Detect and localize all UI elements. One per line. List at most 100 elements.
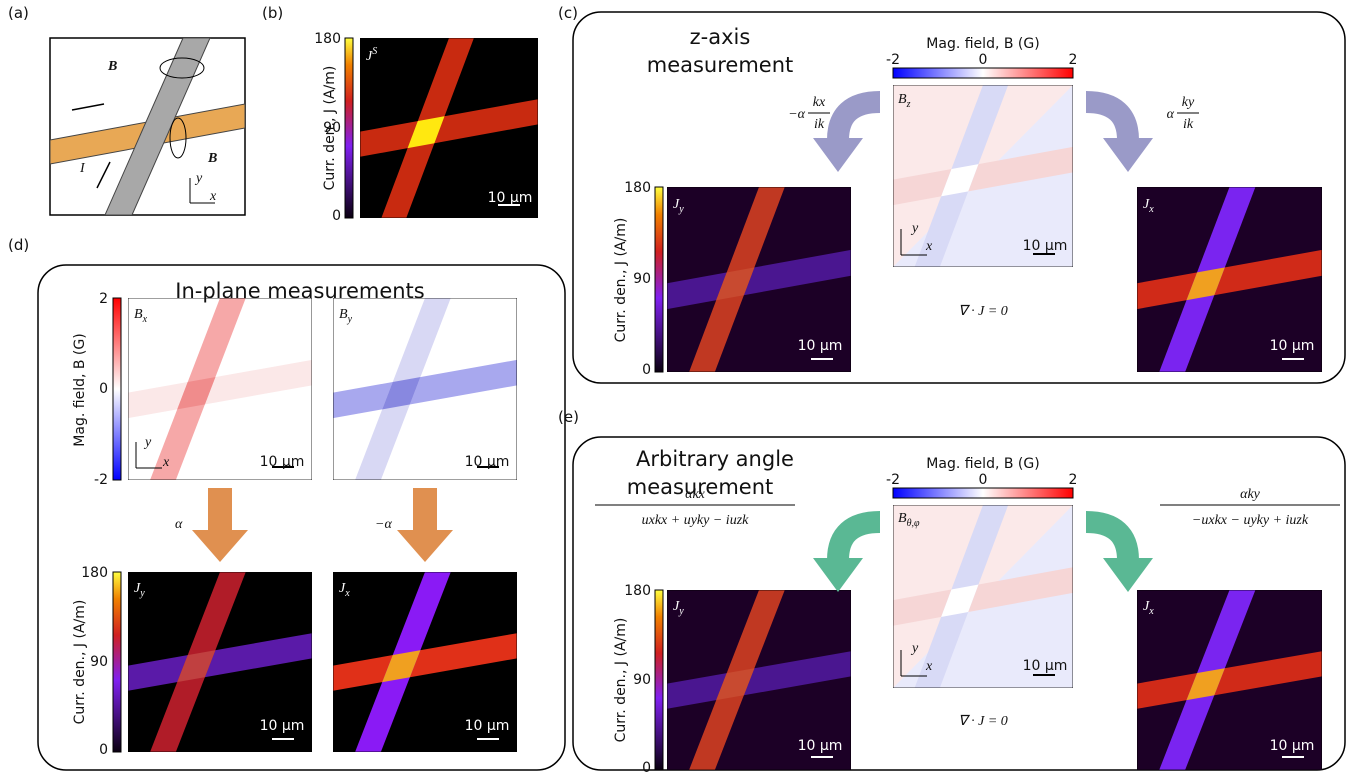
- constraint: ∇ · J = 0: [958, 304, 1008, 319]
- strip-crossing: [914, 146, 1009, 206]
- colorbar-title: Curr. den., J (A/m): [72, 600, 88, 725]
- colorbar: [892, 67, 1074, 79]
- operator-denominator: ik: [814, 117, 825, 132]
- colorbar-tick: 2: [1069, 52, 1078, 68]
- field-label: B: [207, 151, 217, 166]
- text-part: x: [344, 588, 350, 599]
- colorbar-tick: 0: [99, 381, 108, 397]
- colorbar-tick: -2: [886, 52, 900, 68]
- axis-label: x: [925, 659, 933, 674]
- text-part: B: [898, 92, 907, 107]
- image-label: Jy: [673, 599, 684, 617]
- operator: −α: [375, 517, 392, 532]
- colorbar-tick: 90: [323, 120, 341, 136]
- field-image: [333, 572, 517, 752]
- text-part: y: [678, 606, 684, 617]
- strip-crossing: [355, 633, 451, 691]
- panel-box: [572, 11, 1346, 384]
- operator: α: [175, 517, 183, 532]
- arrow-group: [827, 511, 1139, 561]
- scale-bar-label: 10 µm: [465, 454, 510, 470]
- colorbar-tick: 0: [99, 742, 108, 758]
- scale-bar-label: 10 µm: [260, 718, 305, 734]
- axis-label: y: [194, 171, 203, 186]
- field-image: [333, 298, 517, 480]
- colorbar-tick: 180: [624, 583, 651, 599]
- colorbar-tick: 90: [90, 654, 108, 670]
- strip-crossing: [689, 651, 785, 709]
- image-label: Jx: [339, 581, 350, 599]
- shape: [827, 91, 881, 141]
- text-part: y: [139, 588, 145, 599]
- axis-label: x: [209, 189, 217, 204]
- horizontal-strip: [360, 99, 538, 157]
- horizontal-strip: [128, 633, 312, 691]
- field-loop: [169, 117, 187, 159]
- field-image: [893, 85, 1073, 267]
- strip-crossing: [1159, 651, 1256, 709]
- image-label: Jy: [134, 581, 145, 599]
- horizontal-strip: [333, 359, 517, 419]
- operator-denominator: −uxkx − uyky + iuzk: [1192, 513, 1309, 528]
- colorbar-tick: 90: [633, 672, 651, 688]
- horizontal-strip: [667, 249, 851, 310]
- text-part: x: [1148, 204, 1154, 215]
- strip-crossing: [381, 99, 474, 157]
- text-part: J: [366, 49, 373, 64]
- image-label: Jx: [1143, 197, 1154, 215]
- strip-crossing: [1159, 249, 1256, 310]
- panel-title: In-plane measurements: [175, 279, 424, 303]
- arrow-head: [813, 138, 863, 172]
- axis-label: y: [910, 221, 919, 236]
- operator-numerator: ky: [1182, 95, 1195, 110]
- panel-label: (e): [558, 408, 579, 426]
- image-label: Bz: [898, 92, 911, 110]
- colorbar-tick: 180: [81, 565, 108, 581]
- colorbar-title: Mag. field, B (G): [926, 36, 1039, 52]
- scale-bar-label: 10 µm: [465, 718, 510, 734]
- shape: [1085, 91, 1139, 141]
- text-part: J: [339, 581, 346, 596]
- colorbar: [654, 186, 664, 373]
- scale-bar-label: 10 µm: [260, 454, 305, 470]
- arrow-shaft: [208, 488, 232, 530]
- field-image: [1137, 590, 1322, 770]
- current-arrow: [71, 103, 105, 111]
- field-image: [1137, 187, 1322, 372]
- panel-title: measurement: [627, 475, 774, 499]
- operator-numerator: αkx: [685, 487, 706, 502]
- scale-bar-label: 10 µm: [798, 338, 843, 354]
- colorbar: [112, 571, 122, 753]
- text-part: J: [1143, 599, 1150, 614]
- panel-box: [572, 436, 1346, 771]
- text-part: B: [898, 511, 907, 526]
- axis-label: y: [143, 435, 152, 450]
- operator-denominator: ik: [1183, 117, 1194, 132]
- operator-denominator: uxkx + uyky − iuzk: [642, 513, 750, 528]
- colorbar-tick: 180: [624, 180, 651, 196]
- colorbar-tick: -2: [886, 472, 900, 488]
- strip-crossing: [689, 249, 785, 310]
- colorbar-title: Mag. field, B (G): [926, 456, 1039, 472]
- operator-prefix: α: [1167, 107, 1175, 122]
- horizontal-strip: [333, 633, 517, 691]
- scale-bar-label: 10 µm: [1270, 338, 1315, 354]
- colorbar-tick: 180: [314, 31, 341, 47]
- image-label: Bx: [134, 307, 148, 325]
- text-part: y: [347, 314, 353, 325]
- colorbar-title: Curr. den., J (A/m): [613, 218, 629, 343]
- constraint: ∇ · J = 0: [958, 714, 1008, 729]
- field-image: [893, 505, 1073, 688]
- colorbar: [654, 589, 664, 771]
- axis-label: x: [925, 239, 933, 254]
- field-image: [667, 187, 851, 372]
- image-label: Jy: [673, 197, 684, 215]
- schematic: [50, 38, 245, 215]
- horizontal-strip: [1137, 651, 1322, 709]
- field-image: [667, 590, 851, 770]
- operator-prefix: −α: [788, 107, 805, 122]
- text-part: S: [372, 46, 377, 57]
- horizontal-strip: [128, 359, 312, 419]
- shape: [128, 38, 1322, 770]
- image-label: Bθ,φ: [898, 511, 920, 529]
